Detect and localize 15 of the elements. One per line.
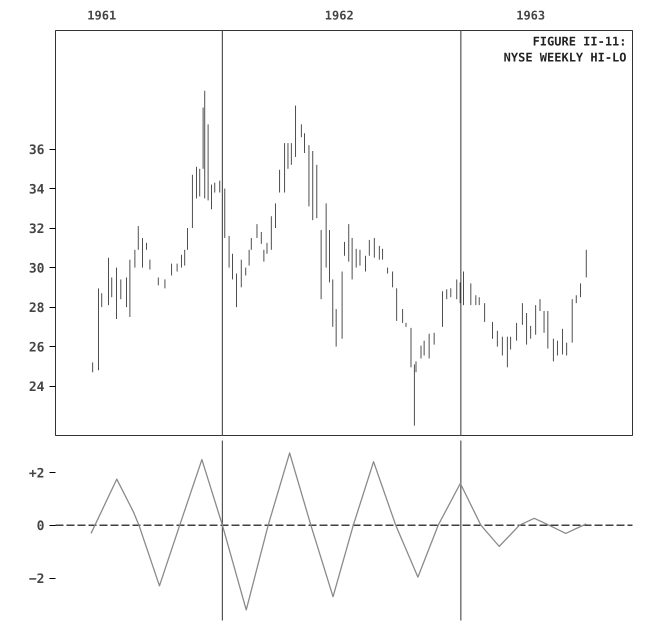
- x-tick-label: 1961: [87, 8, 116, 22]
- y-tick-label: +2: [28, 466, 45, 482]
- y-tick-label: 28: [28, 301, 45, 316]
- x-tick-label: 1963: [516, 8, 546, 22]
- y-tick-label: 36: [28, 143, 45, 158]
- x-tick-label: 1962: [324, 8, 354, 22]
- y-tick-label: 30: [28, 262, 45, 277]
- y-tick-label: 32: [28, 222, 45, 238]
- y-tick-label: 24: [28, 380, 45, 396]
- y-tick-label: 34: [28, 182, 45, 198]
- chart-title: FIGURE II-11:: [532, 34, 626, 48]
- y-tick-label: 0: [36, 519, 45, 534]
- text: NYSE WEEKLY HI-LO: [504, 50, 627, 64]
- y-tick-label: 26: [28, 340, 45, 356]
- y-tick-label: −2: [28, 572, 45, 588]
